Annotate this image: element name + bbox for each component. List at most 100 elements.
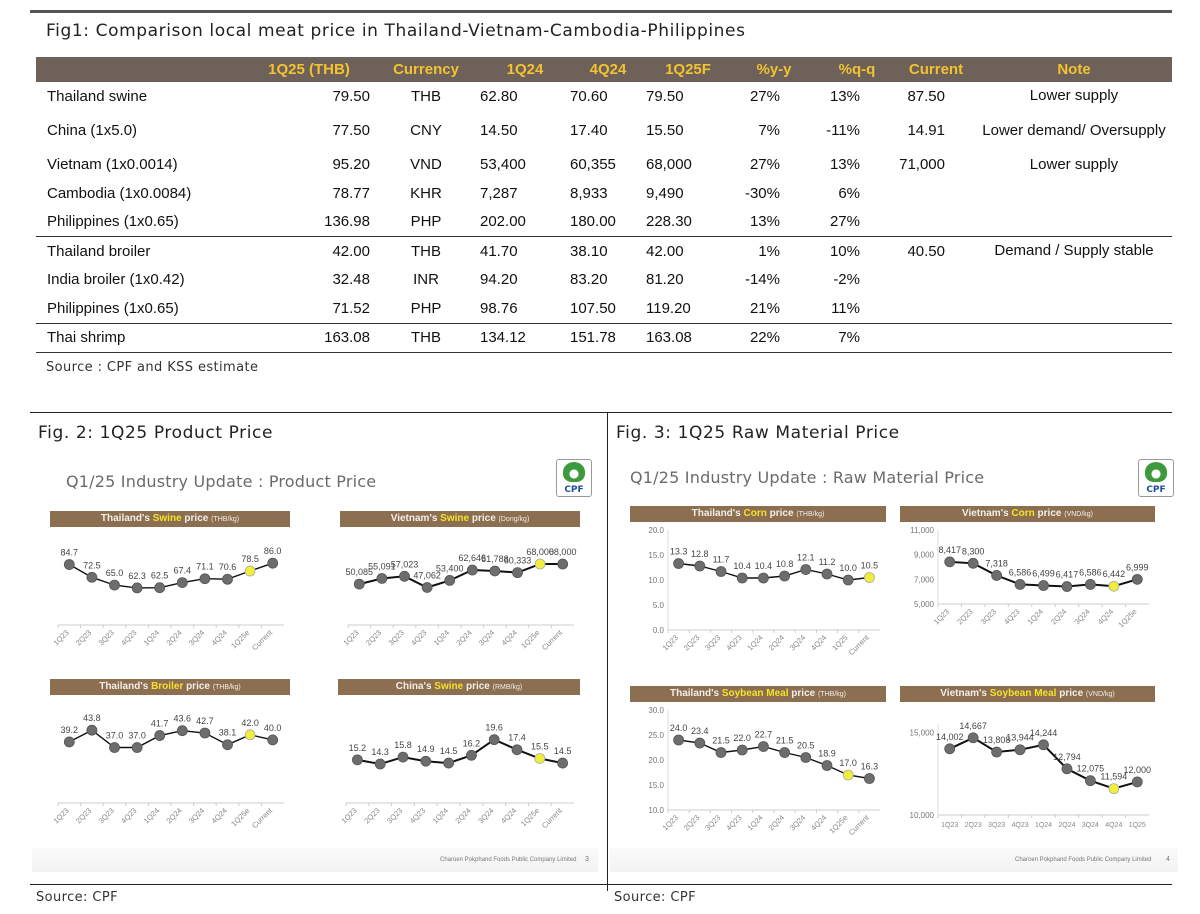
x-tick-label: 1Q25e [519,806,541,828]
header-currency: Currency [393,61,459,78]
chart-title-title-pre: China's [395,681,435,692]
data-label: 71.1 [196,562,214,572]
data-point [715,566,727,577]
fig3-source: Source: CPF [614,890,696,905]
chart-title-unit: (THB/kg) [211,516,240,523]
data-label: 17.4 [508,733,526,743]
data-label: 86.0 [264,546,282,556]
cell-4q24: 180.00 [570,213,616,231]
x-tick-label: Current [847,812,872,837]
table-row: Cambodia (1x0.0084) 78.77 KHR 7,287 8,933 9,4… [36,179,1172,208]
data-label: 10.8 [776,559,794,569]
data-point [800,564,812,575]
data-point [353,578,365,590]
x-tick-label: 1Q24 [431,806,450,825]
section-divider [30,412,1172,413]
x-tick-label: 3Q23 [97,806,116,825]
series-line [68,562,273,589]
data-point [694,560,706,572]
cell-1q25-thb: 71.52 [332,299,370,317]
x-tick-label: Current [847,632,872,657]
chart-title-title-pre: Thailand's [669,688,722,699]
chart-title-title-hl: Broiler [151,681,184,692]
data-label: 39.2 [61,725,79,735]
chart-plot: 15.2 1Q23 14.3 2Q23 15.8 3Q23 14.9 4Q23 14.5 1Q24… [339,723,574,830]
data-label: 12,000 [1124,765,1152,775]
meat-price-table: 1Q25 (THB) Currency 1Q24 4Q24 1Q25F %y-y %q-q C… [36,57,1172,353]
x-tick-label: 2Q23 [955,607,974,626]
data-point [109,579,120,591]
y-tick-label: 9,000 [914,551,935,560]
chart-title: Thailand's Soybean Meal price (THB/kg) [630,686,886,702]
cell-currency: VND [410,156,442,174]
chart-thailand-broiler: Thailand's Broiler price (THB/kg) 39.2 1Q2… [50,679,290,843]
x-tick-label: 1Q23 [661,633,680,652]
cell-1q25f: 68,000 [646,156,692,174]
data-label: 37.0 [128,731,146,741]
chart-title-title-post: price [1034,508,1065,519]
chart-plot: 0.0 5.0 10.0 15.0 20.0 13.3 1Q23 12.8 2Q23 11.7 3Q… [648,526,880,657]
cell-pct-qq: -11% [826,122,860,139]
chart-title: Thailand's Corn price (THB/kg) [630,506,886,522]
data-point [444,574,456,586]
data-point [267,734,279,746]
data-point [863,773,875,784]
data-point [757,741,769,752]
chart-title-title-pre: Thailand's [691,508,744,519]
data-point [991,746,1003,758]
chart-thailand-corn: Thailand's Corn price (THB/kg) 0.0 5.0 10.0… [630,506,886,670]
data-point [757,572,769,584]
data-label: 42.0 [241,718,259,728]
y-tick-label: 10.0 [648,806,664,815]
data-point [351,754,363,766]
cell-row-label: India broiler (1x0.42) [47,271,185,289]
data-point [421,582,433,593]
x-tick-label: 2Q24 [1049,607,1068,626]
cell-currency: PHP [410,213,442,231]
data-label: 19.6 [485,723,503,733]
y-tick-label: 15.0 [648,781,664,790]
cell-row-label: Thai shrimp [47,329,126,347]
chart-title: Vietnam's Soybean Meal price (VND/kg) [900,686,1155,702]
x-tick-label: 3Q23 [988,822,1005,829]
chart-title-unit: (VND/kg) [1064,511,1094,518]
x-tick-label: Current [540,805,565,830]
chart-title-title-pre: Thailand's [99,681,152,692]
cell-currency: THB [411,329,441,347]
chart-title-title-post: price [1056,688,1086,699]
data-label: 16.2 [463,738,481,748]
x-tick-label: 3Q23 [387,628,406,647]
data-label: 84.7 [61,548,79,558]
chart-title-unit: (THB/kg) [212,684,241,691]
cell-current: 71,000 [899,156,945,174]
data-label: 61,788 [481,554,509,564]
cell-current: 87.50 [907,87,945,105]
x-tick-label: 3Q24 [476,806,495,825]
data-point [376,573,388,584]
data-point [511,744,523,756]
data-point [1131,776,1143,788]
chart-title-title-hl: Soybean Meal [989,688,1057,699]
x-tick-label: 2Q23 [364,628,383,647]
chart-title: Thailand's Swine price (THB/kg) [50,511,290,527]
data-point [374,758,386,770]
data-point [842,574,854,586]
x-tick-label: 2Q23 [74,628,93,647]
table-header: 1Q25 (THB) Currency 1Q24 4Q24 1Q25F %y-y %q-q C… [36,57,1172,82]
cell-currency: THB [411,242,441,260]
cell-1q25-thb: 136.98 [324,213,370,231]
cell-currency: KHR [410,184,442,202]
data-label: 12.8 [691,549,709,559]
chart-vietnam-swine: Vietnam's Swine price (Dong/kg) 50,085 1Q2… [340,511,580,665]
data-point [800,752,812,763]
x-tick-label: 4Q23 [724,633,743,652]
data-label: 13,944 [1006,733,1034,743]
header-1q25f: 1Q25F [665,61,711,78]
x-tick-label: 4Q23 [119,806,138,825]
data-point [512,567,523,579]
header-pct-qq: %q-q [838,61,876,78]
data-label: 68,000 [549,547,577,557]
x-tick-label: 4Q23 [1011,822,1028,829]
chart-title-title-post: price [463,681,493,692]
cell-4q24: 70.60 [570,87,608,105]
